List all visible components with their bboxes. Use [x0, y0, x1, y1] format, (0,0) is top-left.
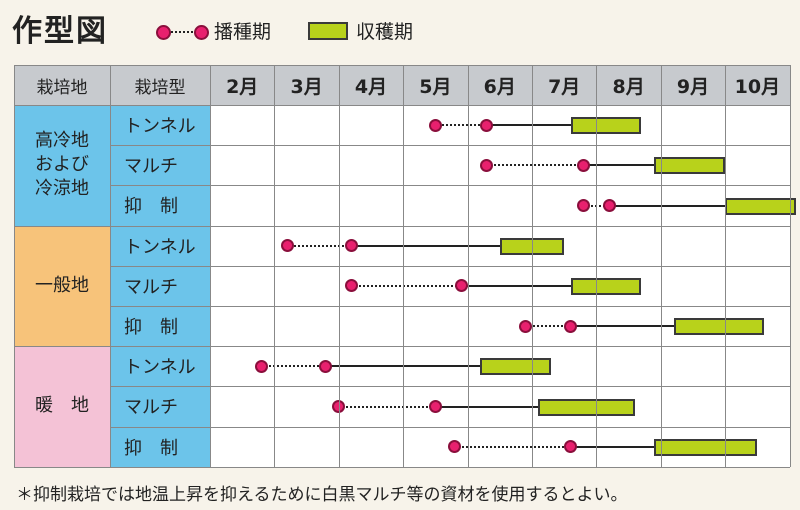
harvest-bar [480, 358, 552, 376]
sowing-dot-icon [428, 118, 442, 132]
growth-line [435, 405, 539, 408]
sowing-dot-icon [564, 319, 578, 333]
header-month: 5月 [403, 65, 468, 105]
harvest-bar [570, 117, 642, 135]
header-month: 4月 [338, 65, 404, 105]
sowing-dot-icon [255, 359, 269, 373]
grid-line [110, 145, 790, 147]
grid-line [14, 65, 15, 467]
cultivation-type-label: マルチ [110, 386, 210, 427]
header-month: 8月 [596, 65, 661, 105]
sowing-dotted-line [261, 365, 326, 368]
sowing-dotted-line [454, 445, 571, 448]
sowing-dot-icon [156, 25, 171, 40]
cultivation-type-label: 抑 制 [110, 306, 210, 347]
sowing-dotted-line [171, 31, 193, 33]
cultivation-type-label: 抑 制 [110, 426, 210, 467]
growth-line [570, 445, 655, 448]
cultivation-type-label: マルチ [110, 265, 210, 306]
grid-line [14, 466, 790, 468]
grid-line [110, 185, 790, 187]
grid-line [789, 65, 791, 467]
grid-line [110, 265, 790, 267]
header-month: 2月 [210, 65, 275, 105]
sowing-dot-icon [602, 199, 616, 212]
header-cultivation-type: 栽培型 [110, 65, 210, 105]
grid-line [14, 65, 790, 66]
grid-line [110, 426, 790, 428]
sowing-dot-icon [480, 158, 494, 172]
sowing-dot-icon [319, 359, 333, 373]
growth-line [583, 164, 655, 167]
footnote: ＊抑制栽培では地温上昇を抑えるために白黒マルチ等の資材を使用するとよい。 [16, 485, 628, 505]
page-title: 作型図 [12, 14, 108, 49]
cultivation-type-label: 抑 制 [110, 185, 210, 226]
harvest-swatch-icon [308, 22, 348, 40]
growth-line [570, 325, 674, 328]
legend-sowing-label: 播種期 [214, 21, 272, 43]
sowing-dot-icon [448, 440, 462, 454]
grid-line [14, 225, 790, 227]
sowing-dot-icon [577, 199, 591, 212]
grid-line [110, 386, 790, 388]
header-month: 7月 [532, 65, 597, 105]
sowing-dot-icon [428, 400, 442, 413]
region-label: 一般地 [14, 225, 110, 347]
grid-line [110, 306, 790, 307]
cultivation-type-label: トンネル [110, 225, 210, 266]
sowing-dotted-line [287, 244, 352, 247]
sowing-dot-icon [194, 25, 209, 40]
harvest-bar [499, 237, 565, 255]
legend-harvest-label: 収穫期 [356, 21, 414, 43]
header-month: 9月 [660, 65, 726, 105]
sowing-dotted-line [351, 284, 462, 287]
sowing-dot-icon [454, 279, 468, 293]
header-month: 6月 [467, 65, 532, 105]
growth-line [325, 365, 481, 368]
sowing-dotted-line [338, 405, 436, 408]
sowing-dot-icon [564, 440, 578, 454]
cultivation-type-label: マルチ [110, 145, 210, 186]
header-cultivation-area: 栽培地 [14, 65, 110, 105]
growth-line [486, 124, 571, 127]
harvest-bar [725, 197, 797, 215]
cultivation-type-label: トンネル [110, 346, 210, 387]
region-label: 高冷地 および 冷涼地 [14, 105, 110, 226]
sowing-dotted-line [435, 124, 487, 127]
harvest-bar [654, 157, 726, 175]
sowing-dotted-line [486, 164, 584, 167]
growth-line [609, 204, 726, 207]
header-month: 10月 [725, 65, 790, 105]
sowing-dot-icon [280, 239, 294, 253]
growth-line [461, 284, 571, 287]
grid-line [14, 105, 790, 106]
header-month: 3月 [274, 65, 339, 105]
growth-line [351, 244, 500, 247]
region-label: 暖 地 [14, 346, 110, 467]
cultivation-type-label: トンネル [110, 105, 210, 146]
sowing-dot-icon [345, 239, 359, 253]
sowing-dotted-line [525, 325, 571, 328]
sowing-dot-icon [345, 279, 359, 293]
sowing-dot-icon [577, 158, 591, 172]
harvest-bar [570, 277, 642, 295]
sowing-dot-icon [519, 319, 533, 333]
harvest-bar [538, 398, 636, 416]
harvest-bar [673, 318, 764, 336]
grid-line [14, 346, 790, 348]
harvest-bar [654, 438, 758, 456]
sowing-dot-icon [480, 118, 494, 132]
